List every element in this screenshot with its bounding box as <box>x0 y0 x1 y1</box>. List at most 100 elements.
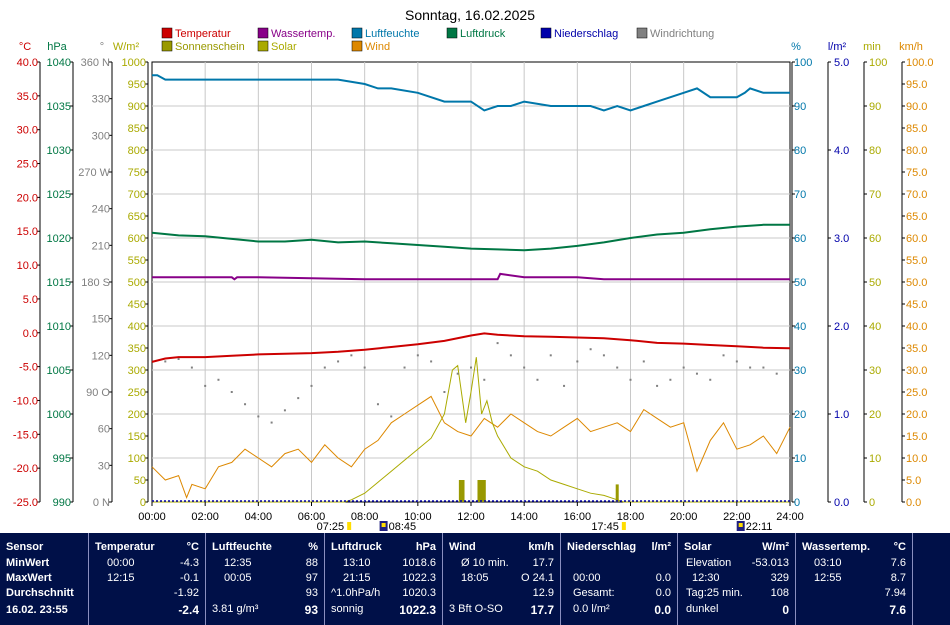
wind-unit: km/h <box>528 541 554 553</box>
windrichtung-point-20 <box>430 360 433 363</box>
water-min: 7.6 <box>890 557 906 569</box>
y-tick-label-1-1: 1035 <box>47 101 71 113</box>
y-tick-label-1-3: 1025 <box>47 189 71 201</box>
solar-max: 329 <box>770 572 789 584</box>
solar-unit: W/m² <box>762 541 789 553</box>
solar-title: Solar <box>684 541 712 553</box>
y-tick-label-7-12: 40.0 <box>906 321 927 333</box>
x-axis: 00:00 02:00 04:00 06:00 08:00 10:00 12:00 14:00… <box>138 502 804 533</box>
y-tick-label-3-17: 150 <box>128 431 146 443</box>
weather-chart: Sonntag, 16.02.2025 Temperatur Wassertemp… <box>13 7 934 533</box>
legend-swatch-1 <box>257 27 269 39</box>
solar-tag: 108 <box>770 587 789 599</box>
x-tick-label-8: 16:00 <box>564 511 592 523</box>
water-max-time: 12:55 <box>814 572 842 584</box>
windrichtung-point-17 <box>390 415 393 418</box>
windrichtung-point-4 <box>217 378 220 381</box>
windrichtung-point-24 <box>483 378 486 381</box>
y-tick-label-7-19: 5.0 <box>906 475 921 487</box>
y-tick-label-2-1: 330 <box>92 94 110 106</box>
windrichtung-point-39 <box>682 366 685 369</box>
y-tick-label-0-1: 35.0 <box>17 91 38 103</box>
y-tick-label-6-5: 50 <box>869 277 881 289</box>
sunrise-marker <box>347 522 352 530</box>
windrichtung-point-34 <box>616 366 619 369</box>
y-tick-label-1-9: 995 <box>53 453 71 465</box>
legend-label-3: Luftdruck <box>460 28 506 40</box>
windrichtung-point-42 <box>722 354 725 357</box>
y-tick-label-5-2: 3.0 <box>834 233 849 245</box>
hum-current: 93 <box>304 603 318 617</box>
temp-avg: -1.92 <box>173 587 199 599</box>
wind-beaufort: 3 Bft O-SO <box>449 603 503 615</box>
press-max: 1022.3 <box>402 572 436 584</box>
y-tick-label-3-1: 950 <box>128 79 146 91</box>
y-tick-label-3-10: 500 <box>128 277 146 289</box>
y-tick-label-3-19: 50 <box>134 475 146 487</box>
y-tick-label-7-4: 80.0 <box>906 145 927 157</box>
y-axis-unit-1: hPa <box>47 41 67 53</box>
y-tick-label-7-3: 85.0 <box>906 123 927 135</box>
y-axis-unit-3: W/m² <box>113 41 140 53</box>
legend-label-6: Sonnenschein <box>175 41 245 53</box>
solar-max-time: 12:30 <box>692 572 720 584</box>
x-tick-label-7: 14:00 <box>510 511 538 523</box>
y-tick-label-2-0: 360 N <box>81 57 110 69</box>
durchschnitt-label: Durchschnitt <box>6 587 74 599</box>
x-tick-label-4: 08:00 <box>351 511 379 523</box>
solar-tag-label: Tag:25 min. <box>686 587 743 599</box>
y-tick-label-3-12: 400 <box>128 321 146 333</box>
windrichtung-point-26 <box>509 354 512 357</box>
summary-niederschlag: Niederschlag l/m² 00:00 0.0 Gesamt: 0.0 0.… <box>560 533 677 625</box>
wind-current: 17.7 <box>530 603 554 617</box>
y-tick-label-4-0: 100 <box>794 57 812 69</box>
windrichtung-point-18 <box>403 366 406 369</box>
hum-avg: 93 <box>305 587 318 599</box>
chart-plot-area <box>151 74 791 503</box>
y-tick-label-3-8: 600 <box>128 233 146 245</box>
y-tick-label-0-2: 30.0 <box>17 125 38 137</box>
moon2-icon-sun <box>738 523 743 527</box>
windrichtung-point-12 <box>323 366 326 369</box>
y-tick-label-3-11: 450 <box>128 299 146 311</box>
windrichtung-point-16 <box>376 403 379 406</box>
windrichtung-point-14 <box>350 354 353 357</box>
windrichtung-point-37 <box>656 384 659 387</box>
luftfeuchte-unit: % <box>308 541 318 553</box>
windrichtung-point-29 <box>549 354 552 357</box>
y-tick-label-3-15: 250 <box>128 387 146 399</box>
legend-swatch-7 <box>257 40 269 52</box>
y-tick-label-2-6: 180 S <box>81 277 110 289</box>
y-tick-label-3-9: 550 <box>128 255 146 267</box>
y-tick-label-2-8: 120 <box>92 350 110 362</box>
y-tick-label-1-10: 990 <box>53 497 71 509</box>
windrichtung-point-33 <box>602 354 605 357</box>
y-tick-label-6-9: 10 <box>869 453 881 465</box>
y-tick-label-5-4: 1.0 <box>834 409 849 421</box>
y-tick-label-0-12: -20.0 <box>13 463 38 475</box>
summary-date: 16.02. 23:55 <box>6 604 68 616</box>
y-tick-label-1-7: 1005 <box>47 365 71 377</box>
y-tick-label-2-11: 30 <box>98 460 110 472</box>
windrichtung-point-27 <box>523 366 526 369</box>
y-tick-label-7-18: 10.0 <box>906 453 927 465</box>
y-tick-label-0-0: 40.0 <box>17 57 38 69</box>
windrichtung-point-28 <box>536 378 539 381</box>
summary-panel: Sensor MinWert MaxWert Durchschnitt 16.0… <box>0 533 950 625</box>
y-tick-label-0-4: 20.0 <box>17 192 38 204</box>
sonnenschein-bar-3 <box>480 480 484 502</box>
y-tick-label-3-18: 100 <box>128 453 146 465</box>
y-axis-unit-5: l/m² <box>828 41 847 53</box>
press-min: 1018.6 <box>402 557 436 569</box>
x-tick-label-1: 02:00 <box>191 511 219 523</box>
y-tick-label-7-16: 20.0 <box>906 409 927 421</box>
x-tick-label-2: 04:00 <box>245 511 273 523</box>
moon2-label: 22:11 <box>746 521 773 533</box>
y-tick-label-3-16: 200 <box>128 409 146 421</box>
windrichtung-point-21 <box>443 391 446 393</box>
wassertemp-title: Wassertemp. <box>802 541 871 553</box>
y-tick-label-7-0: 100.0 <box>906 57 934 69</box>
wind-avg: 17.7 <box>532 557 554 569</box>
y-tick-label-6-1: 90 <box>869 101 881 113</box>
water-current: 7.6 <box>889 603 906 617</box>
